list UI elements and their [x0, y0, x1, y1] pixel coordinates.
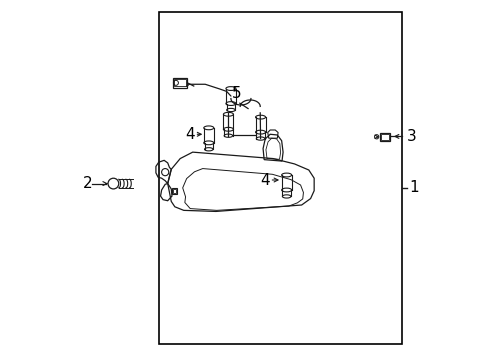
Text: 5: 5 [231, 86, 241, 102]
Bar [159, 12, 401, 344]
Text: 2: 2 [82, 176, 92, 191]
Bar [380, 134, 388, 140]
Bar [379, 133, 389, 141]
Text: 4: 4 [185, 127, 195, 142]
Text: 4: 4 [260, 172, 269, 188]
Text: 3: 3 [406, 129, 416, 144]
Text: 1: 1 [408, 180, 418, 195]
